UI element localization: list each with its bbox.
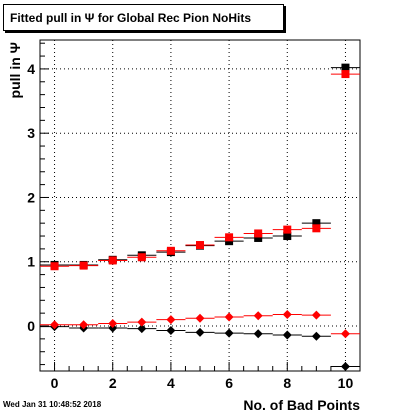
data-point-diamond [79,320,89,330]
timestamp: Wed Jan 31 10:48:52 2018 [3,400,102,409]
data-point-diamond [137,317,147,327]
data-points [40,63,360,372]
data-point-square [137,253,146,262]
x-tick-label: 2 [109,375,117,391]
data-point-diamond [311,310,321,320]
data-point-square [50,262,59,271]
data-point-diamond [340,362,350,372]
grid [40,40,360,371]
x-tick-label: 8 [283,375,291,391]
data-point-diamond [311,331,321,341]
x-tick-label: 6 [225,375,233,391]
y-tick-label: 2 [27,189,35,205]
data-point-diamond [137,324,147,334]
data-point-square [312,224,321,233]
y-tick-label: 0 [27,318,35,334]
data-point-diamond [224,328,234,338]
data-point-square [225,233,234,242]
chart-title: Fitted pull in Ψ for Global Rec Pion NoH… [3,4,284,31]
data-point-square [79,261,88,270]
data-point-diamond [195,313,205,323]
data-point-diamond [253,311,263,321]
y-tick-label: 3 [27,125,35,141]
data-point-square [108,256,117,265]
data-point-square [166,246,175,255]
data-point-square [196,241,204,250]
data-point-square [254,229,263,238]
data-point-square [283,232,292,241]
data-point-square [312,219,321,228]
data-point-square [341,70,350,79]
data-point-diamond [282,309,292,319]
data-point-diamond [108,318,118,328]
x-axis-label: No. of Bad Points [243,397,360,413]
data-point-diamond [166,326,176,336]
data-point-square [341,63,350,72]
y-axis-label: pull in Ψ [7,42,23,98]
data-point-diamond [253,329,263,339]
data-point-diamond [50,320,60,330]
x-tick-label: 4 [167,375,175,391]
data-point-diamond [224,312,234,322]
data-point-diamond [195,327,205,337]
y-tick-label: 1 [27,254,35,270]
data-point-diamond [282,330,292,340]
x-tick-label: 10 [338,375,354,391]
axis-ticks: 0 2 4 6 8 10 0 1 2 3 4 [27,42,361,391]
x-tick-label: 0 [51,375,59,391]
y-tick-label: 4 [27,61,35,77]
data-point-diamond [166,315,176,325]
data-point-square [254,233,263,242]
data-point-diamond [340,329,350,339]
data-point-square [283,225,292,234]
